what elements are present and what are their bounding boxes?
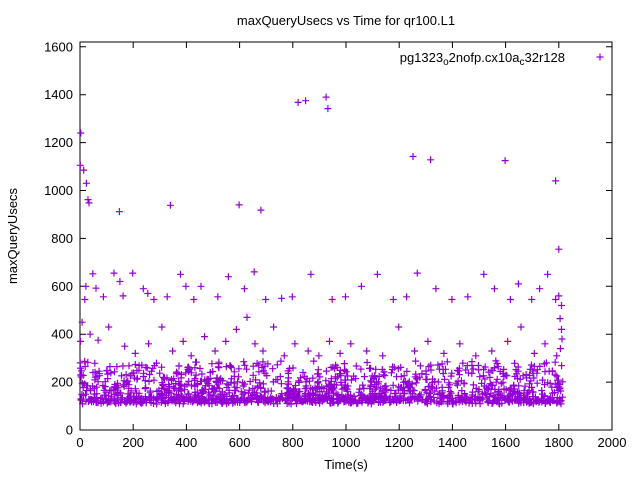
y-tick-label: 800 — [51, 231, 73, 246]
x-tick-label: 1800 — [544, 435, 573, 450]
x-tick-label: 1200 — [385, 435, 414, 450]
x-tick-label: 800 — [282, 435, 304, 450]
x-tick-label: 400 — [176, 435, 198, 450]
y-axis-label: maxQueryUsecs — [5, 187, 20, 284]
x-tick-label: 200 — [122, 435, 144, 450]
y-tick-label: 1000 — [44, 183, 73, 198]
x-tick-label: 600 — [229, 435, 251, 450]
y-tick-label: 400 — [51, 327, 73, 342]
x-tick-label: 1600 — [491, 435, 520, 450]
x-tick-label: 0 — [76, 435, 83, 450]
y-tick-label: 1400 — [44, 87, 73, 102]
y-tick-label: 200 — [51, 375, 73, 390]
data-points — [76, 93, 567, 408]
y-tick-label: 0 — [66, 423, 73, 438]
x-tick-label: 1000 — [332, 435, 361, 450]
x-tick-label: 1400 — [438, 435, 467, 450]
legend-label: pg1323o2nofp.cx10ac32r128 — [400, 50, 565, 68]
axes: 0 200 400 600 800 1000 1200 1400 1600 1800 2000 0 20… — [44, 39, 626, 450]
x-axis-label: Time(s) — [324, 457, 368, 472]
legend-plus-marker-icon — [596, 53, 604, 61]
chart-title: maxQueryUsecs vs Time for qr100.L1 — [237, 13, 455, 28]
y-tick-label: 1600 — [44, 39, 73, 54]
x-tick-label: 2000 — [598, 435, 627, 450]
y-tick-label: 600 — [51, 279, 73, 294]
axis-ticks — [79, 42, 613, 431]
y-tick-label: 1200 — [44, 135, 73, 150]
